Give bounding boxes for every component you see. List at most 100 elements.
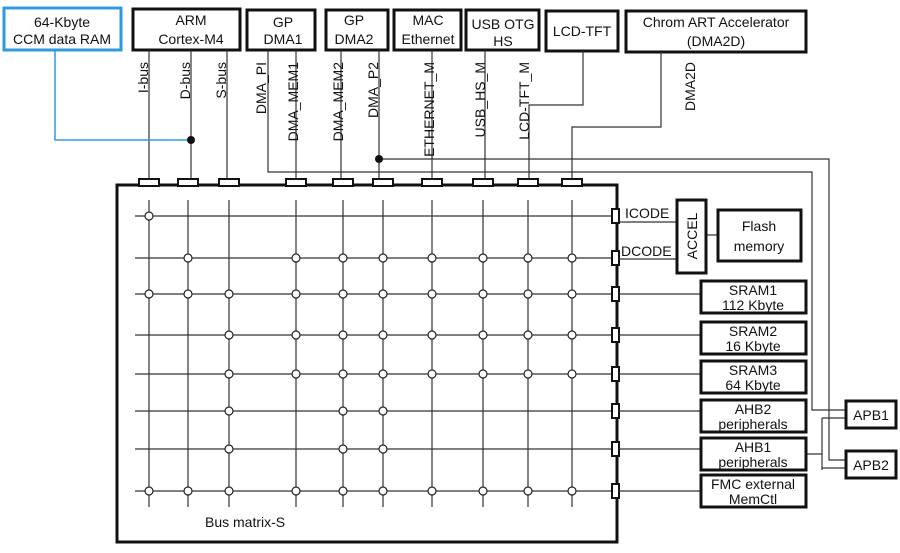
- dma2-label-2: DMA2: [335, 31, 374, 47]
- sram2-label-2: 16 Kbyte: [725, 338, 780, 354]
- connection-node: [378, 406, 388, 416]
- arm-label-1: ARM: [175, 12, 206, 28]
- connection-node: [378, 444, 388, 454]
- apb2-box: APB2: [844, 449, 898, 480]
- bus-wires: [54, 50, 846, 470]
- connection-node: [567, 330, 577, 340]
- connection-node: [291, 486, 301, 496]
- connection-node: [427, 486, 437, 496]
- connection-node: [478, 486, 488, 496]
- lcd-tft-box: LCD-TFT: [544, 9, 620, 53]
- connection-node: [478, 289, 488, 299]
- connection-node: [523, 253, 533, 263]
- connection-node: [144, 289, 154, 299]
- connection-node: [567, 486, 577, 496]
- connection-node: [224, 486, 234, 496]
- bus-matrix-box: [115, 183, 619, 544]
- slave-port: [611, 441, 620, 457]
- master-port: [332, 178, 354, 187]
- connection-node: [224, 369, 234, 379]
- master-port: [517, 178, 539, 187]
- apb1-box: APB1: [844, 399, 898, 430]
- connection-node: [523, 369, 533, 379]
- icode-label: ICODE: [625, 205, 669, 221]
- connection-node: [523, 330, 533, 340]
- bus-label: USB_HS_M: [472, 62, 488, 137]
- master-port: [421, 178, 443, 187]
- bus-label: DMA_MEM1: [285, 62, 301, 142]
- connection-node: [567, 369, 577, 379]
- slave-port: [611, 366, 620, 382]
- master-port: [218, 178, 240, 187]
- bus-label: D-bus: [177, 62, 193, 99]
- dma1-label-1: GP: [273, 14, 293, 30]
- slave-port: [611, 208, 620, 224]
- usb-otg-box: USB OTG HS: [464, 8, 541, 52]
- master-port: [138, 178, 160, 187]
- bus-labels: I-bus D-bus S-bus DMA_PI DMA_MEM1 DMA_MEM2 DMA…: [135, 62, 698, 157]
- arm-cortex-box: ARM Cortex-M4: [131, 7, 242, 52]
- apb1-label: APB1: [853, 407, 889, 423]
- ahb1-label-1: AHB1: [735, 439, 772, 455]
- flash-memory-box: Flash memory: [716, 208, 803, 263]
- junction-dot: [375, 155, 383, 163]
- connection-node: [338, 289, 348, 299]
- mac-label-2: Ethernet: [402, 31, 455, 47]
- ccm-label-1: 64-Kbyte: [34, 14, 90, 30]
- bus-label: LCD-TFT_M: [516, 62, 532, 140]
- connection-node: [567, 289, 577, 299]
- chrom-label-1: Chrom ART Accelerator: [643, 14, 790, 30]
- connection-node: [338, 369, 348, 379]
- connection-node: [183, 289, 193, 299]
- connection-node: [224, 289, 234, 299]
- slave-port: [611, 286, 620, 302]
- matrix-grid: [135, 178, 620, 507]
- bus-label: DMA_PI: [253, 62, 269, 114]
- bus-label: DMA2D: [682, 62, 698, 111]
- master-port: [372, 178, 394, 187]
- ccm-ram-box: 64-Kbyte CCM data RAM: [2, 6, 123, 52]
- connection-node: [144, 211, 154, 221]
- connection-node: [291, 330, 301, 340]
- slave-port: [611, 483, 620, 499]
- matrix-title: Bus matrix-S: [205, 514, 285, 530]
- connection-node: [523, 289, 533, 299]
- bus-label: I-bus: [135, 62, 151, 93]
- arm-label-2: Cortex-M4: [158, 31, 224, 47]
- connection-node: [224, 444, 234, 454]
- bus-label: DMA_MEM2: [330, 62, 346, 142]
- connection-node: [291, 253, 301, 263]
- flash-label-1: Flash: [742, 218, 776, 234]
- master-port: [472, 178, 494, 187]
- connection-node: [378, 289, 388, 299]
- bus-label: S-bus: [213, 62, 229, 99]
- connection-node: [144, 486, 154, 496]
- usb-label-2: HS: [493, 33, 512, 49]
- connection-node: [378, 253, 388, 263]
- connection-node: [478, 253, 488, 263]
- sram1-label-1: SRAM1: [729, 282, 777, 298]
- connection-node: [567, 253, 577, 263]
- connection-node: [378, 369, 388, 379]
- slave-port: [611, 327, 620, 343]
- slave-port: [611, 403, 620, 419]
- sram1-label-2: 112 Kbyte: [722, 297, 784, 313]
- connection-node: [338, 486, 348, 496]
- connection-node: [427, 369, 437, 379]
- master-port: [285, 178, 307, 187]
- flash-label-2: memory: [734, 238, 785, 254]
- connection-node: [338, 444, 348, 454]
- connection-node: [427, 330, 437, 340]
- chrom-label-2: (DMA2D): [687, 33, 745, 49]
- ahb2-label-1: AHB2: [735, 401, 772, 417]
- connection-node: [378, 486, 388, 496]
- connection-node: [523, 486, 533, 496]
- mac-label-1: MAC: [412, 12, 443, 28]
- connection-node: [183, 486, 193, 496]
- master-port: [177, 178, 199, 187]
- mac-ethernet-box: MAC Ethernet: [392, 8, 463, 52]
